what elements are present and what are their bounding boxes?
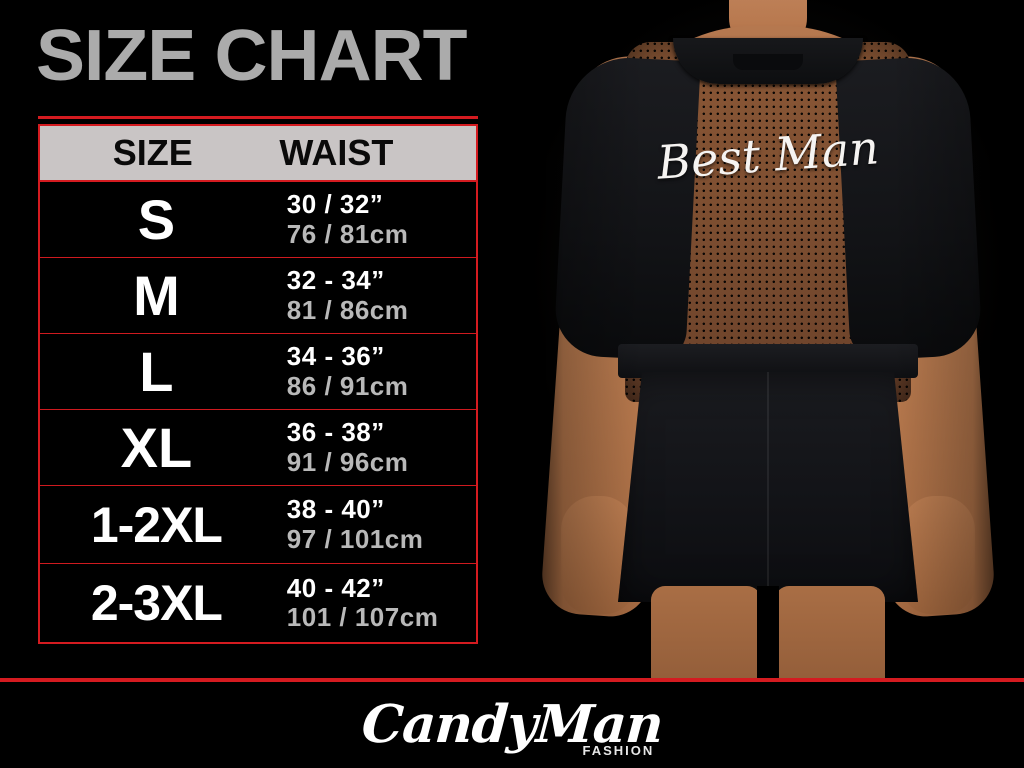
- cell-waist: 30 / 32” 76 / 81cm: [273, 190, 476, 248]
- size-table: SIZE WAIST S 30 / 32” 76 / 81cm M 32 - 3…: [38, 124, 478, 644]
- table-row: M 32 - 34” 81 / 86cm: [40, 258, 476, 334]
- table-row: 1-2XL 38 - 40” 97 / 101cm: [40, 486, 476, 564]
- cell-waist: 34 - 36” 86 / 91cm: [273, 342, 476, 400]
- brand-tagline: FASHION: [582, 743, 655, 758]
- table-header-row: SIZE WAIST: [40, 126, 476, 182]
- cell-size: XL: [120, 415, 193, 479]
- footer: CandyMan FASHION: [0, 682, 1024, 768]
- table-row: L 34 - 36” 86 / 91cm: [40, 334, 476, 410]
- size-chart-panel: SIZE CHART SIZE WAIST S 30 / 32” 76 / 81…: [0, 0, 512, 678]
- cell-waist: 36 - 38” 91 / 96cm: [273, 418, 476, 476]
- cell-waist-inches: 30 / 32”: [286, 189, 384, 220]
- cell-waist-centimeters: 86 / 91cm: [286, 370, 409, 401]
- cell-waist: 38 - 40” 97 / 101cm: [273, 495, 476, 553]
- cell-waist: 40 - 42” 101 / 107cm: [273, 572, 476, 632]
- cell-size: L: [139, 339, 174, 403]
- column-header-waist: WAIST: [279, 132, 394, 173]
- product-photo: Best Man: [512, 0, 1024, 678]
- cell-waist-centimeters: 76 / 81cm: [286, 218, 409, 249]
- cell-waist-inches: 36 - 38”: [286, 417, 385, 448]
- cell-waist-centimeters: 101 / 107cm: [286, 602, 439, 632]
- shirt-sleeve-right: [835, 54, 983, 362]
- cell-waist: 32 - 34” 81 / 86cm: [273, 266, 476, 324]
- model-figure: Best Man: [539, 0, 997, 678]
- model-leg-right: [775, 586, 885, 678]
- title-underline-rule: [38, 116, 478, 119]
- model-leg-gap: [757, 586, 779, 678]
- brand-logo: CandyMan FASHION: [0, 682, 1024, 768]
- column-header-size: SIZE: [112, 132, 193, 173]
- shirt-sleeve-left: [553, 54, 701, 362]
- cell-size: S: [137, 187, 176, 251]
- footer-divider-rule: [0, 678, 1024, 682]
- cell-waist-inches: 38 - 40”: [286, 494, 385, 525]
- shirt-collar-notch: [733, 54, 803, 70]
- model-leg-left: [651, 586, 761, 678]
- cell-waist-centimeters: 81 / 86cm: [286, 294, 409, 325]
- cell-waist-inches: 40 - 42”: [286, 572, 385, 603]
- cell-waist-inches: 34 - 36”: [286, 341, 385, 372]
- table-row: S 30 / 32” 76 / 81cm: [40, 182, 476, 258]
- cell-waist-centimeters: 91 / 96cm: [286, 446, 409, 477]
- table-row: 2-3XL 40 - 42” 101 / 107cm: [40, 564, 476, 642]
- page-title: SIZE CHART: [36, 16, 467, 96]
- cell-size: M: [133, 263, 180, 327]
- cell-waist-centimeters: 97 / 101cm: [286, 523, 424, 554]
- cell-size: 2-3XL: [90, 575, 223, 631]
- table-row: XL 36 - 38” 91 / 96cm: [40, 410, 476, 486]
- skirt-center-seam: [767, 372, 769, 600]
- cell-waist-inches: 32 - 34”: [286, 265, 385, 296]
- cell-size: 1-2XL: [90, 496, 223, 553]
